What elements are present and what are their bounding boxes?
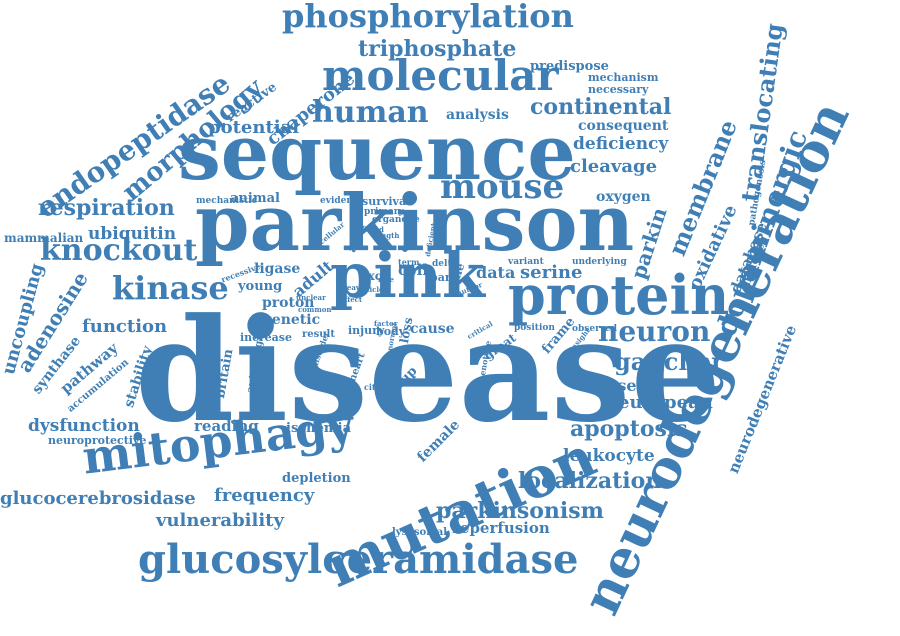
word-apoptosis: apoptosis [570, 416, 688, 442]
word-serine: serine [520, 262, 583, 283]
word-necessary: necessary [588, 83, 649, 96]
word-knockout: knockout [40, 233, 198, 268]
word-continental: continental [530, 94, 672, 120]
word-frequency: frequency [214, 485, 315, 506]
word-mechanism: mechanism [588, 71, 659, 84]
word-parkinsonism: parkinsonism [436, 498, 604, 524]
word-analysis: analysis [446, 107, 509, 123]
word-rate: rate [378, 275, 394, 284]
word-exon: exon [360, 269, 392, 283]
word-lysosomal: lysosomal [392, 527, 448, 538]
word-ischemia: ischemia [286, 421, 352, 436]
word-article: article [358, 285, 384, 294]
word-pink: pink [330, 239, 485, 312]
word-vulnerability: vulnerability [156, 510, 284, 531]
word-young: young [238, 279, 283, 294]
word-function: function [82, 316, 168, 337]
word-citation: citation [364, 382, 399, 392]
word-unclear: unclear [296, 293, 326, 302]
word-oxygen: oxygen [596, 189, 651, 205]
word-gaucher: gaucher [614, 347, 724, 376]
word-predispose: predispose [530, 59, 609, 74]
word-body: body [376, 325, 406, 338]
word-term: term [398, 257, 420, 267]
word-mammalian: mammalian [4, 231, 84, 245]
word-survival: survival [362, 195, 411, 208]
word-primary: primary [364, 207, 404, 217]
word-potential: potential [208, 117, 300, 138]
word-ubiquitin: ubiquitin [88, 224, 177, 244]
word-parkinson: parkinson [195, 178, 635, 269]
word-increase: increase [240, 331, 292, 344]
word-localization: localization [518, 468, 662, 494]
word-deficiency: deficiency [573, 134, 669, 154]
word-ligase: ligase [254, 261, 301, 277]
word-effect: effect [340, 295, 363, 304]
word-sequence: sequence [178, 108, 576, 197]
word-dysfunction: dysfunction [28, 416, 140, 436]
word-kinase: kinase [112, 269, 229, 307]
word-disease: disease [135, 288, 721, 454]
word-phosphorylation: phosphorylation [282, 0, 574, 35]
word-human: human [312, 95, 429, 130]
word-delta: delta [432, 259, 458, 269]
word-cleavage: cleavage [570, 156, 658, 177]
word-related: related [356, 225, 384, 234]
word-reperfusion: reperfusion [452, 519, 550, 537]
word-reading: reading [194, 417, 259, 435]
word-cause: cause [410, 321, 455, 337]
word-european: european [618, 392, 713, 413]
word-factor: factor [374, 319, 398, 328]
word-neuroprotective: neuroprotective [48, 434, 147, 447]
word-proton: proton [262, 295, 315, 311]
word-molecular: molecular [322, 51, 559, 100]
word-glucosylceramidase: glucosylceramidase [138, 536, 579, 583]
word-observed: observed [572, 324, 618, 334]
word-injury: injury [348, 324, 385, 337]
word-triphosphate: triphosphate [358, 36, 517, 62]
word-genetic: genetic [262, 312, 321, 328]
word-membrane: membrane [662, 115, 743, 260]
word-organelle: organelle [372, 215, 420, 225]
word-result: result [302, 329, 335, 340]
word-cleave: cleave [340, 283, 365, 292]
word-cell: cell [398, 261, 429, 279]
word-depletion: depletion [282, 471, 351, 486]
word-respiration: respiration [38, 195, 175, 221]
word-evidence: evidence [320, 196, 365, 206]
word-underlying: underlying [572, 257, 627, 267]
word-parl: parl [430, 271, 455, 284]
word-data: data [476, 263, 516, 282]
word-consequent: consequent [578, 118, 669, 134]
word-variant: variant [508, 257, 544, 267]
word-mechanistic: mechanistic [196, 196, 258, 206]
word-position: position [514, 323, 555, 333]
word-neuron: neuron [598, 315, 711, 348]
word-atpases: atpases [578, 376, 646, 395]
word-mouse: mouse [440, 167, 565, 207]
word-common: common [298, 305, 332, 314]
word-protein: protein [508, 263, 730, 327]
word-animal: animal [230, 191, 280, 206]
word-length: length [374, 231, 400, 240]
word-glucocerebrosidase: glucocerebrosidase [0, 488, 196, 509]
word-leukocyte: leukocyte [563, 446, 655, 466]
